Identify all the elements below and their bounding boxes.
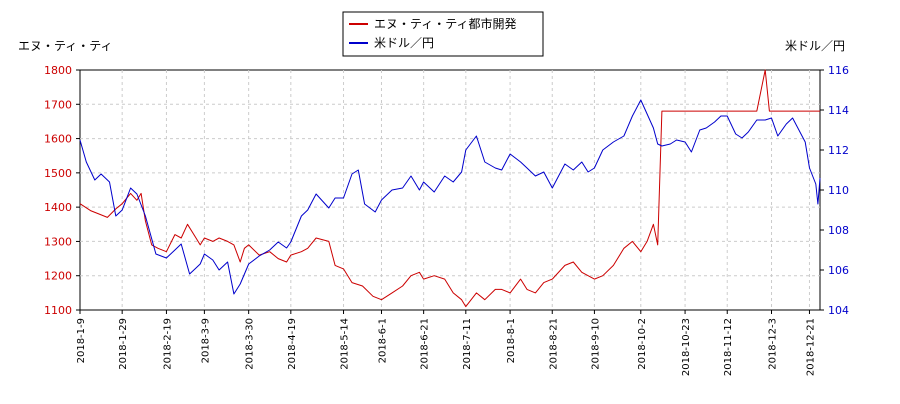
right-tick-label: 116 — [828, 64, 849, 77]
x-tick-label: 2018-12-21 — [805, 318, 816, 376]
x-tick-label: 2018-10-2 — [637, 318, 648, 370]
x-tick-label: 2018-1-9 — [76, 318, 87, 363]
x-tick-label: 2018-4-19 — [287, 318, 298, 370]
left-axis: 1100 1200 1300 1400 1500 1600 1700 1800 — [44, 64, 80, 317]
left-tick-label: 1100 — [44, 304, 72, 317]
x-tick-label: 2018-9-10 — [590, 318, 601, 370]
right-tick-label: 114 — [828, 104, 849, 117]
right-axis: 104 106 108 110 112 114 116 — [820, 64, 849, 317]
right-tick-label: 108 — [828, 224, 849, 237]
x-tick-label: 2018-10-23 — [681, 318, 692, 376]
left-tick-label: 1500 — [44, 167, 72, 180]
left-tick-label: 1800 — [44, 64, 72, 77]
legend-box — [342, 11, 544, 57]
left-tick-label: 1200 — [44, 270, 72, 283]
series-layer — [79, 69, 821, 308]
right-tick-label: 106 — [828, 264, 849, 277]
x-tick-label: 2018-11-12 — [723, 318, 734, 376]
grid-layer — [80, 70, 820, 310]
x-tick-label: 2018-1-29 — [118, 318, 129, 370]
left-tick-label: 1600 — [44, 133, 72, 146]
left-tick-label: 1300 — [44, 235, 72, 248]
x-axis: 2018-1-9 2018-1-29 2018-2-19 2018-3-9 2018-3… — [76, 310, 816, 376]
right-axis-label: 米ドル／円 — [785, 39, 845, 53]
x-tick-label: 2018-5-14 — [340, 318, 351, 370]
x-tick-label: 2018-3-9 — [200, 318, 211, 363]
right-tick-label: 104 — [828, 304, 849, 317]
x-tick-label: 2018-7-11 — [462, 318, 473, 370]
left-tick-label: 1700 — [44, 98, 72, 111]
left-axis-label: エヌ・ティ・ティ — [18, 39, 113, 53]
x-tick-label: 2018-3-30 — [245, 318, 256, 370]
right-tick-label: 112 — [828, 144, 849, 157]
plot-area-border — [79, 69, 821, 311]
x-tick-label: 2018-8-1 — [506, 318, 517, 363]
x-tick-label: 2018-6-1 — [377, 318, 388, 363]
x-tick-label: 2018-2-19 — [162, 318, 173, 370]
x-tick-label: 2018-12-3 — [768, 318, 779, 370]
x-tick-label: 2018-8-21 — [548, 318, 559, 370]
series-line-ntt — [79, 69, 820, 308]
series-line-usdjpy — [79, 99, 821, 295]
left-tick-label: 1400 — [44, 201, 72, 214]
legend: エヌ・ティ・ティ都市開発 米ドル／円 — [342, 11, 544, 57]
x-tick-label: 2018-6-21 — [420, 318, 431, 370]
right-tick-label: 110 — [828, 184, 849, 197]
legend-label-usdjpy: 米ドル／円 — [374, 36, 434, 50]
legend-label-ntt: エヌ・ティ・ティ都市開発 — [374, 16, 517, 31]
